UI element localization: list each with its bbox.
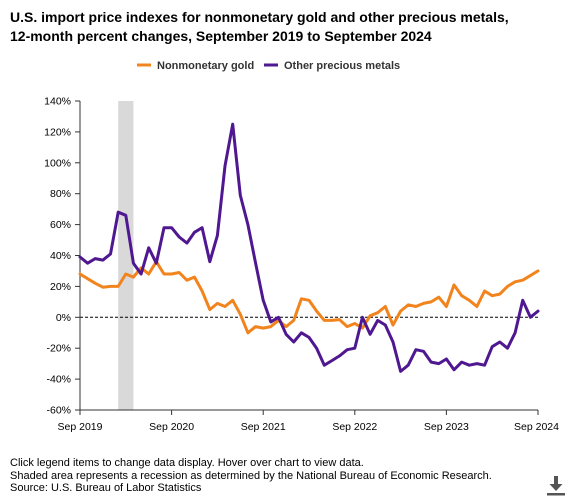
download-icon[interactable] [545,474,567,496]
series-line-0[interactable] [78,260,540,335]
y-tick-label: 60% [50,219,71,231]
recession-shading [118,101,134,410]
y-tick-label: 120% [44,126,71,138]
x-tick-label: Sep 2020 [149,421,194,433]
y-tick-label: 0% [56,312,71,324]
x-tick-label: Sep 2023 [424,421,469,433]
x-tick-label: Sep 2024 [514,421,559,433]
y-tick-label: 140% [44,96,71,108]
y-tick-label: -40% [46,374,71,386]
chart-notes: Click legend items to change data displa… [10,457,492,495]
series-layer [78,122,540,373]
note-source: Source: U.S. Bureau of Labor Statistics [10,482,202,494]
x-tick-label: Sep 2022 [332,421,377,433]
y-tick-label: 40% [50,250,71,262]
x-tick-label: Sep 2021 [241,421,286,433]
chart-title: U.S. import price indexes for nonmonetar… [10,8,570,46]
chart-title-line-2: 12-month percent changes, September 2019… [10,28,432,44]
legend-item-1[interactable]: Other precious metals [264,60,400,72]
series-line-1[interactable] [78,122,540,373]
note-instructions: Click legend items to change data displa… [10,457,364,469]
legend-label: Other precious metals [284,60,400,72]
chart-title-line-1: U.S. import price indexes for nonmonetar… [10,9,509,25]
note-recession: Shaded area represents a recession as de… [10,469,492,482]
recession-layer [118,101,134,410]
y-tick-label: 80% [50,188,71,200]
y-tick-label: -20% [46,343,71,355]
x-tick-label: Sep 2019 [58,421,103,433]
legend-label: Nonmonetary gold [157,60,254,72]
axis-layer: -60% -40% -20% 0% 20% 40% 60% 80% 100% 120% 140% Se… [44,96,559,434]
y-tick-label: 100% [44,157,71,169]
legend: Nonmonetary gold Other precious metals [137,60,400,72]
chart[interactable]: Nonmonetary gold Other precious metals -6… [0,0,580,455]
y-tick-label: -60% [46,405,71,417]
y-tick-label: 20% [50,281,71,293]
legend-item-0[interactable]: Nonmonetary gold [137,60,254,72]
